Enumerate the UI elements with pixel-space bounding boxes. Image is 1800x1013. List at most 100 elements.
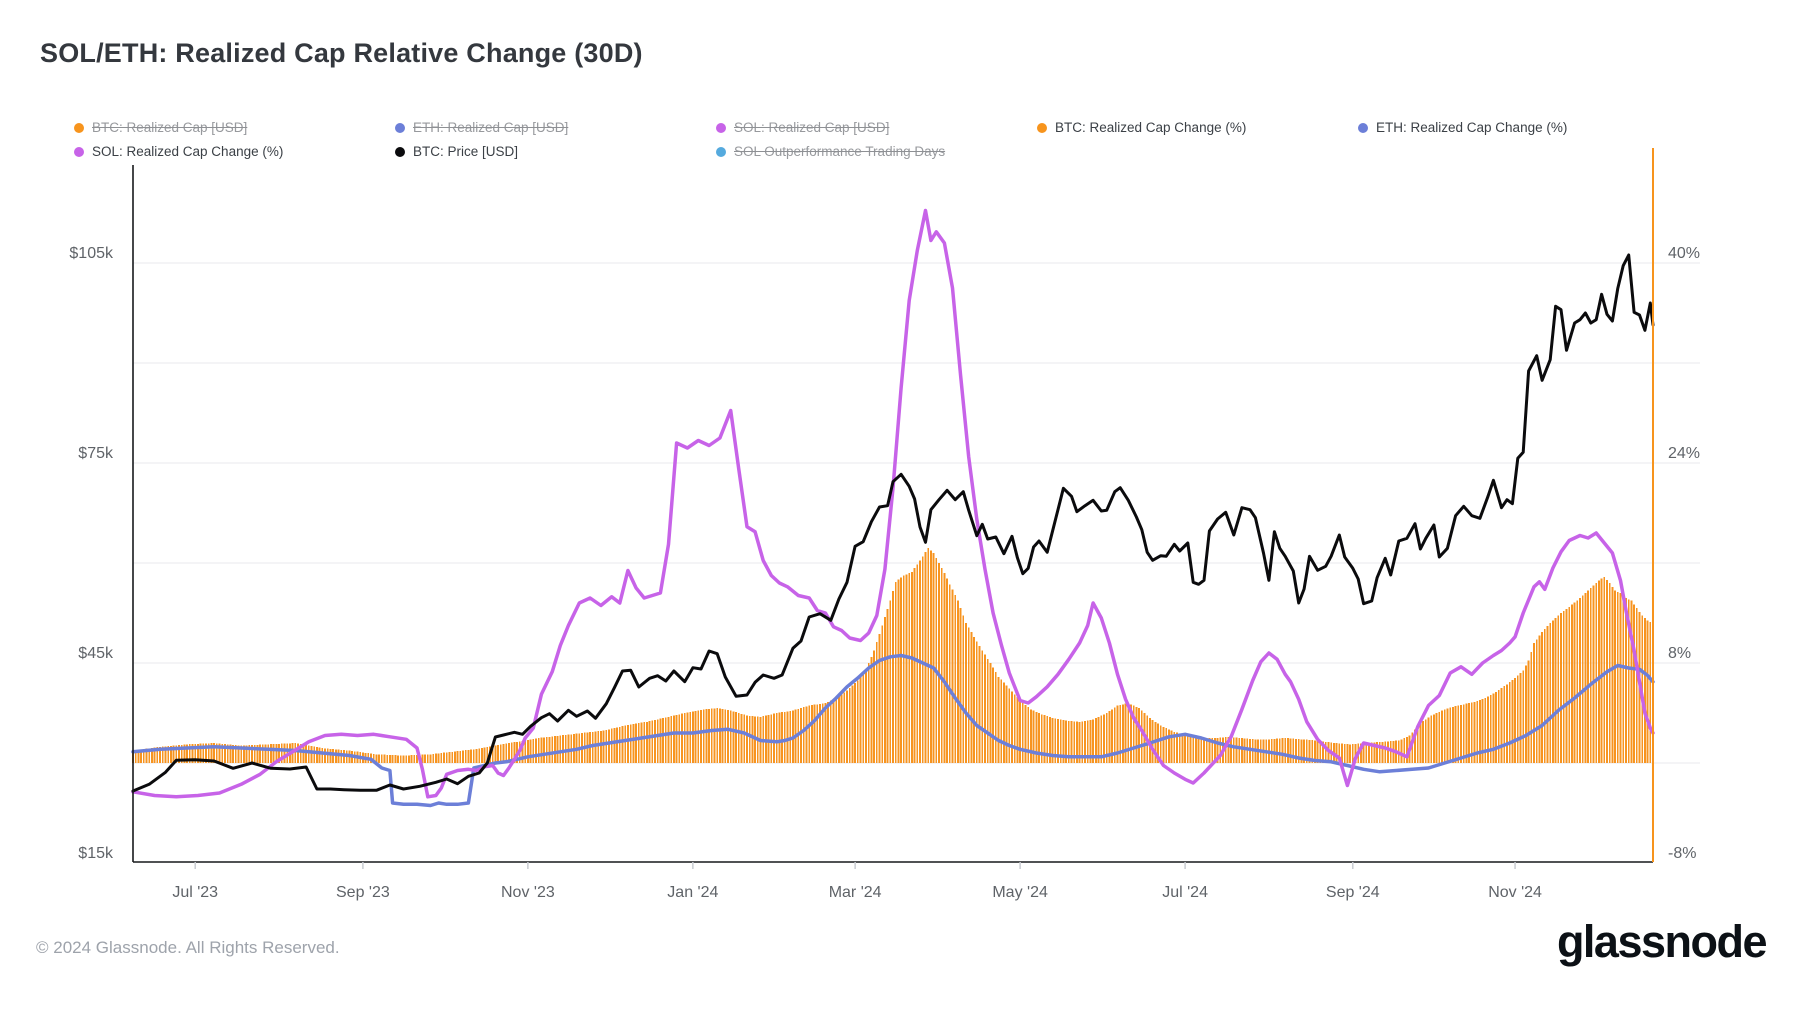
legend-item-sol-realized-cap-change[interactable]: SOL: Realized Cap Change (%) bbox=[74, 143, 395, 160]
bar-btc-realized-cap-change bbox=[551, 736, 554, 763]
bar-btc-realized-cap-change bbox=[878, 633, 881, 763]
bar-btc-realized-cap-change bbox=[445, 752, 448, 764]
bar-btc-realized-cap-change bbox=[643, 722, 646, 763]
bar-btc-realized-cap-change bbox=[1319, 740, 1322, 763]
bar-btc-realized-cap-change bbox=[1038, 713, 1040, 763]
legend-dot-sol-outperformance-days bbox=[716, 146, 726, 157]
bar-btc-realized-cap-change bbox=[1232, 737, 1235, 763]
legend-item-btc-realized-cap-change[interactable]: BTC: Realized Cap Change (%) bbox=[1037, 119, 1358, 136]
bar-btc-realized-cap-change bbox=[1581, 595, 1584, 763]
bar-btc-realized-cap-change bbox=[224, 744, 226, 763]
legend-label: ETH: Realized Cap [USD] bbox=[413, 120, 569, 135]
bar-btc-realized-cap-change bbox=[594, 731, 597, 763]
bar-btc-realized-cap-change bbox=[1078, 721, 1081, 763]
bar-btc-realized-cap-change bbox=[424, 754, 426, 763]
bar-btc-realized-cap-change bbox=[140, 749, 143, 764]
legend-dot-btc-realized-cap-change bbox=[1037, 122, 1047, 133]
bar-btc-realized-cap-change bbox=[183, 744, 186, 763]
bar-btc-realized-cap-change bbox=[1543, 628, 1546, 763]
bar-btc-realized-cap-change bbox=[908, 573, 911, 763]
bar-btc-realized-cap-change bbox=[616, 727, 619, 764]
bar-btc-realized-cap-change bbox=[483, 747, 486, 764]
bar-btc-realized-cap-change bbox=[970, 632, 973, 763]
bar-btc-realized-cap-change bbox=[984, 654, 986, 763]
bar-btc-realized-cap-change bbox=[1411, 732, 1414, 764]
legend-item-eth-realized-cap-change[interactable]: ETH: Realized Cap Change (%) bbox=[1358, 119, 1679, 136]
legend-item-btc-realized-cap-usd[interactable]: BTC: Realized Cap [USD] bbox=[74, 119, 395, 136]
bar-btc-realized-cap-change bbox=[789, 710, 792, 763]
legend-dot-btc-realized-cap-usd bbox=[74, 122, 84, 133]
legend-dot-eth-realized-cap-change bbox=[1358, 122, 1368, 133]
bar-btc-realized-cap-change bbox=[681, 713, 683, 764]
bar-btc-realized-cap-change bbox=[1013, 694, 1016, 763]
bar-btc-realized-cap-change bbox=[691, 711, 694, 763]
bar-btc-realized-cap-change bbox=[302, 744, 305, 763]
bar-btc-realized-cap-change bbox=[556, 735, 559, 763]
bar-btc-realized-cap-change bbox=[1024, 705, 1027, 763]
y-right-tick-label: 40% bbox=[1668, 245, 1700, 262]
bar-btc-realized-cap-change bbox=[1562, 610, 1565, 763]
bar-btc-realized-cap-change bbox=[1030, 709, 1032, 763]
bar-btc-realized-cap-change bbox=[1479, 699, 1481, 764]
legend-label: SOL: Realized Cap Change (%) bbox=[92, 144, 284, 159]
bar-btc-realized-cap-change bbox=[927, 548, 930, 763]
bar-btc-realized-cap-change bbox=[1286, 738, 1289, 763]
bar-btc-realized-cap-change bbox=[1051, 718, 1054, 763]
bar-btc-realized-cap-change bbox=[1297, 739, 1300, 763]
chart-legend: BTC: Realized Cap [USD] ETH: Realized Cap… bbox=[74, 119, 1679, 160]
bar-btc-realized-cap-change bbox=[727, 710, 729, 763]
bar-btc-realized-cap-change bbox=[1419, 723, 1422, 763]
bar-btc-realized-cap-change bbox=[1633, 604, 1635, 763]
bar-btc-realized-cap-change bbox=[1295, 738, 1297, 763]
legend-item-sol-realized-cap-usd[interactable]: SOL: Realized Cap [USD] bbox=[716, 119, 1037, 136]
bar-btc-realized-cap-change bbox=[1303, 739, 1305, 763]
bar-btc-realized-cap-change bbox=[1460, 704, 1462, 764]
legend-item-eth-realized-cap-usd[interactable]: ETH: Realized Cap [USD] bbox=[395, 119, 716, 136]
bar-btc-realized-cap-change bbox=[391, 755, 394, 763]
bar-btc-realized-cap-change bbox=[1465, 703, 1468, 764]
bar-btc-realized-cap-change bbox=[710, 708, 713, 763]
bar-btc-realized-cap-change bbox=[443, 752, 445, 763]
bar-btc-realized-cap-change bbox=[965, 623, 967, 763]
legend-item-sol-outperformance-days[interactable]: SOL Outperformance Trading Days bbox=[716, 143, 1037, 160]
bar-btc-realized-cap-change bbox=[1343, 743, 1346, 763]
bar-btc-realized-cap-change bbox=[981, 650, 984, 763]
x-tick-label: Nov '24 bbox=[1488, 884, 1542, 901]
legend-item-btc-price-usd[interactable]: BTC: Price [USD] bbox=[395, 143, 716, 160]
bar-btc-realized-cap-change bbox=[199, 743, 202, 764]
bar-btc-realized-cap-change bbox=[946, 578, 948, 764]
bar-btc-realized-cap-change bbox=[867, 663, 870, 763]
bar-btc-realized-cap-change bbox=[375, 754, 378, 763]
bar-btc-realized-cap-change bbox=[1062, 720, 1065, 763]
bar-btc-realized-cap-change bbox=[735, 712, 738, 763]
bar-btc-realized-cap-change bbox=[405, 755, 408, 764]
bar-btc-realized-cap-change bbox=[1016, 697, 1019, 763]
bar-btc-realized-cap-change bbox=[1381, 741, 1384, 763]
bar-btc-realized-cap-change bbox=[1362, 743, 1365, 763]
bar-btc-realized-cap-change bbox=[270, 744, 272, 764]
bar-btc-realized-cap-change bbox=[1508, 682, 1511, 763]
legend-label: SOL Outperformance Trading Days bbox=[734, 144, 946, 159]
bar-btc-realized-cap-change bbox=[440, 753, 443, 763]
bar-btc-realized-cap-change bbox=[1105, 713, 1108, 763]
bar-btc-realized-cap-change bbox=[1316, 740, 1319, 763]
legend-dot-btc-price-usd bbox=[395, 146, 405, 157]
bar-btc-realized-cap-change bbox=[810, 705, 813, 763]
bar-btc-realized-cap-change bbox=[1100, 715, 1103, 763]
bar-btc-realized-cap-change bbox=[508, 743, 510, 763]
bar-btc-realized-cap-change bbox=[537, 738, 540, 763]
bar-btc-realized-cap-change bbox=[137, 749, 140, 763]
bar-btc-realized-cap-change bbox=[1595, 583, 1598, 763]
bar-btc-realized-cap-change bbox=[894, 581, 897, 763]
y-right-tick-label: 8% bbox=[1668, 645, 1691, 662]
bar-btc-realized-cap-change bbox=[159, 746, 161, 763]
bar-btc-realized-cap-change bbox=[886, 608, 889, 763]
bar-btc-realized-cap-change bbox=[1635, 608, 1638, 763]
bar-btc-realized-cap-change bbox=[232, 744, 234, 763]
bar-btc-realized-cap-change bbox=[186, 744, 188, 763]
bar-btc-realized-cap-change bbox=[394, 755, 397, 764]
bar-btc-realized-cap-change bbox=[748, 715, 751, 763]
